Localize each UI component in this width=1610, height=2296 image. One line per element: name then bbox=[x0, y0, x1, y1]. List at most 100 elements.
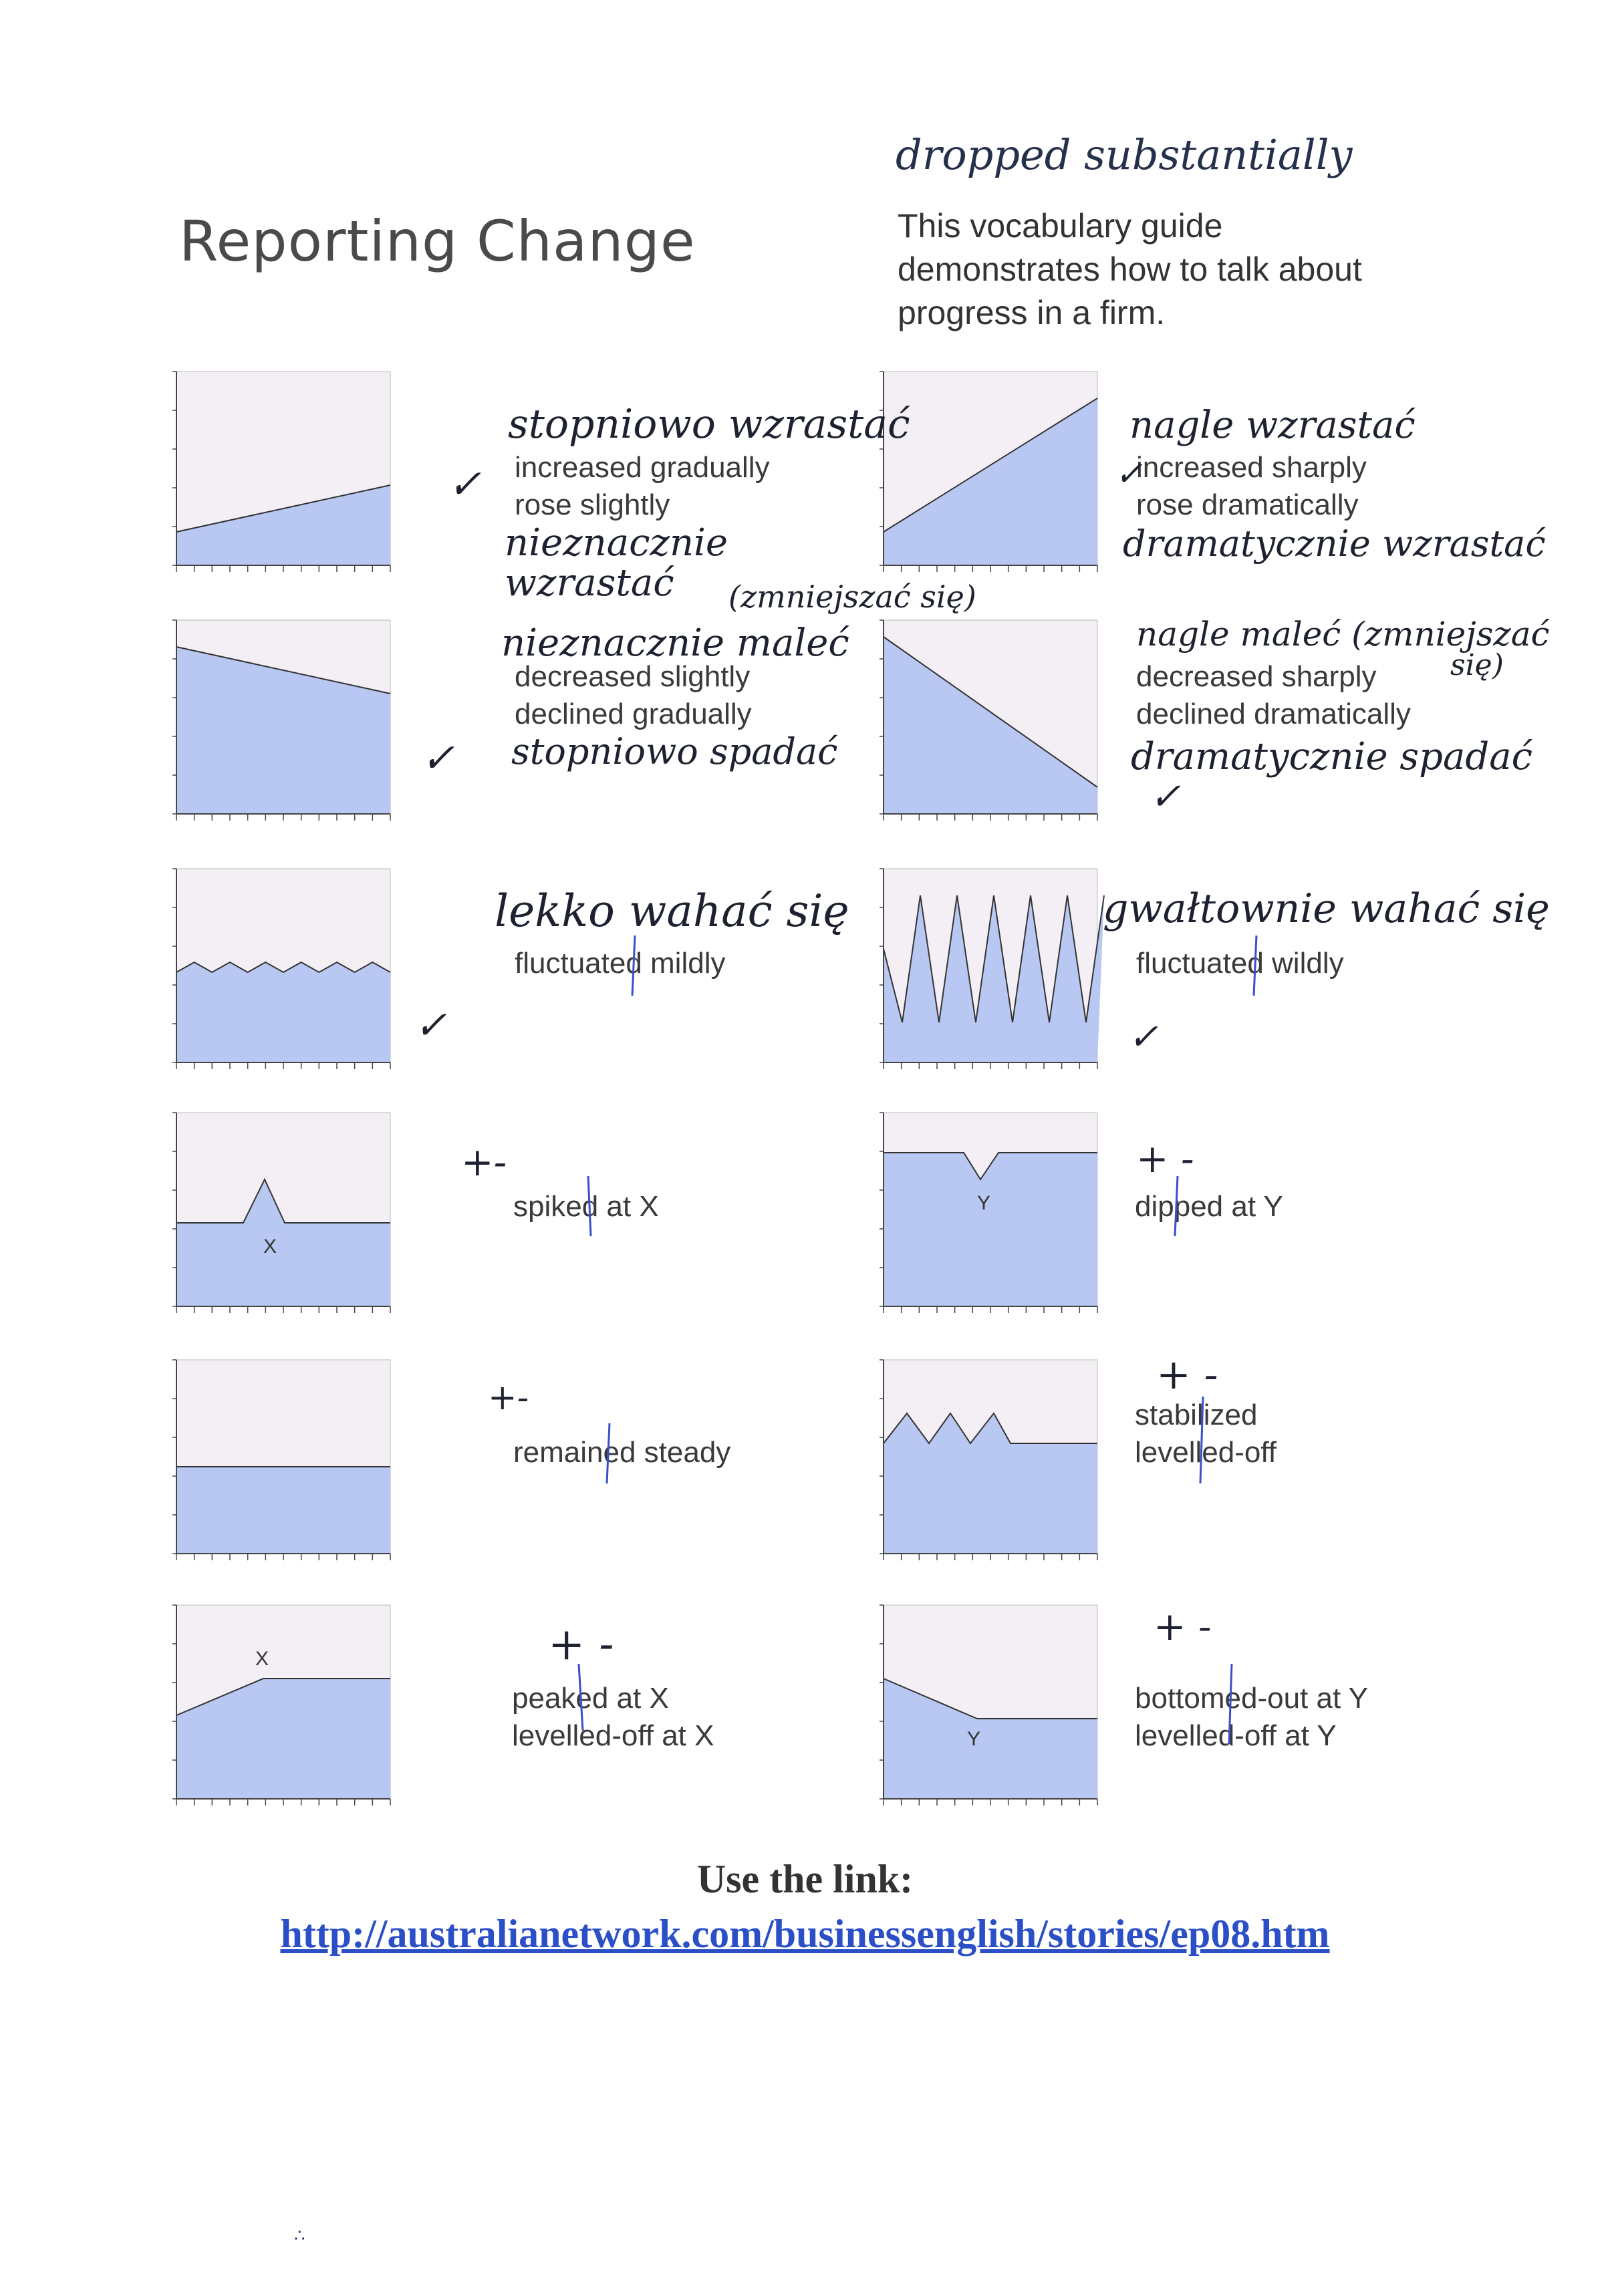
chart-line bbox=[883, 398, 1098, 533]
intro-text: This vocabulary guide demonstrates how t… bbox=[898, 204, 1499, 335]
vocab-label: increased sharply rose dramatically bbox=[1136, 449, 1367, 524]
point-label: Y bbox=[977, 1192, 990, 1214]
check-mark: ✓ bbox=[414, 1002, 447, 1048]
chart-svg bbox=[880, 868, 1105, 1069]
annotation: + - bbox=[1136, 1136, 1194, 1181]
vocab-line: declined dramatically bbox=[1136, 698, 1411, 730]
chart-bottom-level: Y bbox=[880, 1604, 1101, 1812]
vocab-line: bottomed-out at Y bbox=[1135, 1682, 1368, 1715]
chart-svg: Y bbox=[880, 1112, 1098, 1313]
annotation: dramatycznie wzrastać bbox=[1123, 523, 1546, 565]
vocab-line: increased sharply bbox=[1136, 451, 1367, 484]
chart-svg bbox=[172, 1359, 391, 1560]
chart-svg bbox=[172, 619, 391, 821]
vocab-label: remained steady bbox=[513, 1434, 730, 1471]
annotation: dramatycznie spadać bbox=[1131, 735, 1532, 778]
ink-speck: ∴ bbox=[294, 2225, 305, 2245]
vocab-label: spiked at X bbox=[513, 1188, 659, 1226]
vocab-label: decreased sharply declined dramatically bbox=[1136, 658, 1411, 733]
chart-svg bbox=[880, 619, 1098, 821]
chart-dip: Y bbox=[880, 1112, 1101, 1320]
vocab-label: fluctuated wildly bbox=[1136, 945, 1344, 982]
chart-svg: X bbox=[172, 1604, 391, 1806]
vocab-line: dipped at Y bbox=[1135, 1190, 1283, 1223]
vocab-label: bottomed-out at Y levelled-off at Y bbox=[1135, 1680, 1368, 1755]
chart-area bbox=[176, 1179, 390, 1306]
chart-area bbox=[884, 1679, 1097, 1799]
vocab-label: peaked at X levelled-off at X bbox=[512, 1680, 714, 1755]
vocab-line: decreased sharply bbox=[1136, 660, 1377, 693]
chart-line bbox=[883, 1678, 1097, 1719]
point-label: X bbox=[255, 1648, 269, 1670]
vocab-line: stabilized bbox=[1135, 1399, 1258, 1431]
chart-line bbox=[176, 1678, 390, 1716]
chart-spike: X bbox=[172, 1112, 394, 1320]
chart-stabilize bbox=[880, 1359, 1101, 1567]
annotation: + - bbox=[1154, 1604, 1212, 1649]
vocab-label: dipped at Y bbox=[1135, 1188, 1283, 1226]
intro-line: progress in a firm. bbox=[898, 294, 1166, 331]
annotation: + - bbox=[548, 1618, 614, 1670]
chart-area bbox=[884, 637, 1097, 814]
vocab-label: increased gradually rose slightly bbox=[515, 449, 770, 524]
chart-sharp-decline bbox=[880, 619, 1101, 827]
intro-line: This vocabulary guide bbox=[898, 207, 1223, 245]
chart-line bbox=[884, 1152, 1097, 1181]
vocab-line: levelled-off at Y bbox=[1135, 1719, 1337, 1752]
vocab-line: rose dramatically bbox=[1136, 488, 1359, 521]
vocab-line: remained steady bbox=[513, 1436, 731, 1469]
chart-line bbox=[176, 484, 391, 533]
chart-gradual-rise bbox=[172, 371, 394, 579]
chart-svg bbox=[172, 868, 391, 1069]
vocab-line: increased gradually bbox=[515, 451, 770, 484]
chart-area bbox=[176, 1679, 390, 1799]
chart-svg bbox=[880, 1359, 1098, 1560]
annotation: nagle maleć (zmniejszać bbox=[1136, 615, 1550, 654]
chart-steady bbox=[172, 1359, 394, 1567]
annotation: stopniowo spadać bbox=[511, 730, 838, 772]
chart-area bbox=[884, 1413, 1097, 1554]
vocab-line: peaked at X bbox=[512, 1682, 669, 1715]
point-label: X bbox=[263, 1236, 277, 1258]
check-mark: ✓ bbox=[448, 461, 482, 508]
chart-sharp-rise bbox=[880, 371, 1101, 579]
intro-line: demonstrates how to talk about bbox=[898, 251, 1362, 288]
chart-mild-fluctuation bbox=[172, 868, 394, 1076]
vocab-line: rose slightly bbox=[515, 488, 670, 521]
vocab-label: stabilized levelled-off bbox=[1135, 1397, 1277, 1471]
chart-svg: X bbox=[172, 1112, 391, 1313]
vocab-label: fluctuated mildly bbox=[515, 945, 725, 982]
annotation: (zmniejszać się) bbox=[728, 579, 976, 615]
chart-area bbox=[176, 1467, 390, 1554]
annotation: +- bbox=[488, 1378, 529, 1418]
vocab-line: decreased slightly bbox=[515, 660, 751, 693]
check-mark: ✓ bbox=[1115, 454, 1143, 493]
annotation: gwałtownie wahać się bbox=[1103, 885, 1550, 932]
annotation: wzrastać bbox=[505, 561, 674, 605]
handwritten-note: dropped substantially bbox=[896, 130, 1353, 179]
page-title: Reporting Change bbox=[179, 208, 696, 274]
chart-svg: Y bbox=[880, 1604, 1098, 1806]
chart-line bbox=[176, 646, 391, 694]
annotation: +- bbox=[461, 1139, 507, 1185]
chart-svg bbox=[172, 371, 391, 572]
vocab-line: declined gradually bbox=[515, 698, 752, 730]
chart-area bbox=[176, 962, 390, 1062]
chart-gradual-decline bbox=[172, 619, 394, 827]
footer-link[interactable]: http://australianetwork.com/businessengl… bbox=[280, 1912, 1330, 1956]
chart-svg bbox=[880, 371, 1098, 572]
chart-line bbox=[883, 636, 1098, 788]
chart-area bbox=[176, 647, 390, 814]
annotation: nagle wzrastać bbox=[1129, 404, 1416, 447]
vocab-line: fluctuated mildly bbox=[515, 947, 726, 980]
vocab-label: decreased slightly declined gradually bbox=[515, 658, 752, 733]
annotation: nieznacznie bbox=[505, 521, 728, 565]
check-mark: ✓ bbox=[1150, 775, 1181, 819]
chart-wild-fluctuation bbox=[880, 868, 1105, 1076]
footer-lead: Use the link: bbox=[696, 1857, 914, 1901]
vocab-line: fluctuated wildly bbox=[1136, 947, 1344, 980]
vocab-line: spiked at X bbox=[513, 1190, 659, 1223]
point-label: Y bbox=[967, 1728, 980, 1750]
annotation: nieznacznie maleć bbox=[501, 621, 849, 665]
